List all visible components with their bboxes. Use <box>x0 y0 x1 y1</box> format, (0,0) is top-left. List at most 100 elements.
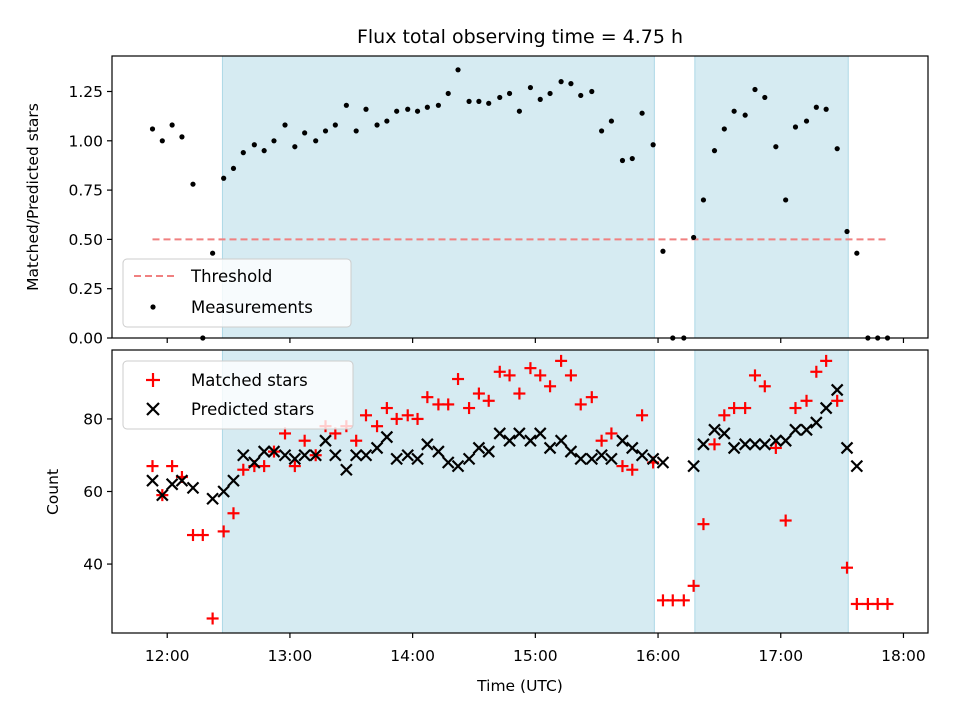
measurement-point-67 <box>823 106 829 112</box>
matched-star-point-70 <box>850 597 863 610</box>
predicted-star-point-stroke-b <box>800 423 813 437</box>
predicted-star-point-stroke-b <box>625 441 639 455</box>
predicted-star-point-15 <box>298 448 311 462</box>
predicted-star-point-8 <box>227 474 240 487</box>
matched-star-point-48 <box>626 463 639 476</box>
xtick-label-6: 17:00 <box>758 647 803 665</box>
measurement-point-31 <box>455 67 461 73</box>
matched-star-point-43 <box>574 398 587 411</box>
predicted-star-point-stroke-b <box>340 463 353 477</box>
predicted-star-point-59 <box>769 434 783 447</box>
predicted-star-point-53 <box>708 423 721 437</box>
predicted-star-point-34 <box>493 427 507 440</box>
bottom-count-points <box>146 354 894 625</box>
matched-star-point-21 <box>350 434 363 447</box>
matched-star-point-25 <box>390 412 403 425</box>
measurement-point-64 <box>792 124 799 130</box>
bottom-y-ticks: 40 60 80 <box>83 410 112 574</box>
matched-star-point-8 <box>217 525 230 538</box>
predicted-star-point-stroke-b <box>421 438 434 451</box>
predicted-star-point-stroke-b <box>432 445 445 458</box>
measurement-point-60 <box>752 86 758 93</box>
measurement-point-70 <box>854 250 860 256</box>
predicted-star-point-21 <box>359 448 373 462</box>
predicted-star-point-stroke-b <box>605 452 618 466</box>
x-axis-label: Time (UTC) <box>476 677 563 695</box>
predicted-star-point-stroke-b <box>758 438 772 451</box>
predicted-star-point-stroke-b <box>390 452 403 466</box>
predicted-star-point-57 <box>748 438 762 451</box>
matched-star-point-67 <box>820 354 833 367</box>
top-y-axis-label: Matched/Predicted stars <box>24 103 42 291</box>
matched-star-point-47 <box>616 460 629 473</box>
measurement-point-55 <box>700 197 707 203</box>
predicted-star-point-33 <box>482 445 495 458</box>
predicted-star-point-11 <box>257 445 271 458</box>
predicted-star-point-stroke-b <box>543 441 557 455</box>
predicted-star-point-56 <box>738 438 752 451</box>
legend-measurements-label: Measurements <box>191 298 313 317</box>
measurement-point-32 <box>466 98 472 104</box>
measurement-point-24 <box>384 118 390 124</box>
predicted-star-point-stroke-b <box>451 459 465 473</box>
measurement-point-25 <box>394 108 400 114</box>
predicted-star-point-stroke-b <box>574 452 588 466</box>
matched-star-point-52 <box>666 594 679 607</box>
predicted-star-point-stroke-b <box>646 452 660 466</box>
predicted-star-point-stroke-b <box>227 474 240 487</box>
predicted-star-point-1 <box>146 474 159 487</box>
top-ytick-label-2: 0.25 <box>68 280 103 298</box>
matched-star-point-38 <box>524 362 537 375</box>
bottom-y-axis-label: Count <box>44 469 62 515</box>
matched-star-point-57 <box>718 409 731 422</box>
measurement-point-48 <box>629 155 635 162</box>
predicted-star-point-51 <box>687 459 700 473</box>
top-legend-box <box>122 258 352 328</box>
predicted-star-point-stroke-b <box>840 441 854 455</box>
measurement-point-38 <box>527 84 534 91</box>
predicted-star-point-stroke-b <box>267 445 281 458</box>
shaded-span-2 <box>694 55 849 339</box>
predicted-star-point-7 <box>217 485 230 498</box>
predicted-star-point-stroke-b <box>830 383 844 397</box>
measurement-point-12 <box>261 148 267 154</box>
measurement-point-22 <box>363 106 369 112</box>
predicted-star-point-stroke-b <box>309 448 322 462</box>
predicted-star-point-16 <box>309 448 322 462</box>
measurement-point-44 <box>589 88 595 95</box>
predicted-star-point-47 <box>625 441 639 455</box>
measurement-point-10 <box>240 150 246 156</box>
predicted-star-point-stroke-b <box>248 456 261 469</box>
predicted-star-point-stroke-b <box>779 434 792 447</box>
measurement-point-1 <box>149 126 156 132</box>
measurement-point-5 <box>190 181 196 187</box>
predicted-star-point-stroke-b <box>288 452 302 466</box>
predicted-star-point-stroke-b <box>595 448 608 462</box>
measurement-point-4 <box>179 134 185 140</box>
predicted-star-point-stroke-b <box>503 434 516 447</box>
predicted-star-point-49 <box>646 452 660 466</box>
legend-threshold-label: Threshold <box>190 267 272 286</box>
predicted-star-point-stroke-b <box>524 434 537 447</box>
measurement-point-21 <box>353 128 359 134</box>
measurement-point-51 <box>660 248 666 254</box>
matched-star-point-53 <box>677 594 690 607</box>
measurement-point-11 <box>251 142 257 148</box>
predicted-star-point-32 <box>472 441 486 455</box>
predicted-star-point-25 <box>401 448 415 462</box>
measurement-point-50 <box>650 142 656 148</box>
matched-star-point-36 <box>503 369 516 382</box>
measurement-point-42 <box>568 81 574 87</box>
matched-star-point-27 <box>411 412 424 425</box>
measurement-point-69 <box>844 228 850 235</box>
predicted-star-point-48 <box>635 448 649 462</box>
predicted-star-point-40 <box>554 434 568 447</box>
predicted-star-point-44 <box>595 448 608 462</box>
top-ytick-label-3: 0.50 <box>68 231 103 249</box>
matched-star-point-58 <box>728 402 741 415</box>
matched-star-point-22 <box>360 409 373 422</box>
predicted-star-point-stroke-b <box>401 448 415 462</box>
predicted-star-point-stroke-b <box>718 427 731 440</box>
predicted-star-point-stroke-b <box>165 477 179 491</box>
measurement-point-27 <box>414 108 421 114</box>
